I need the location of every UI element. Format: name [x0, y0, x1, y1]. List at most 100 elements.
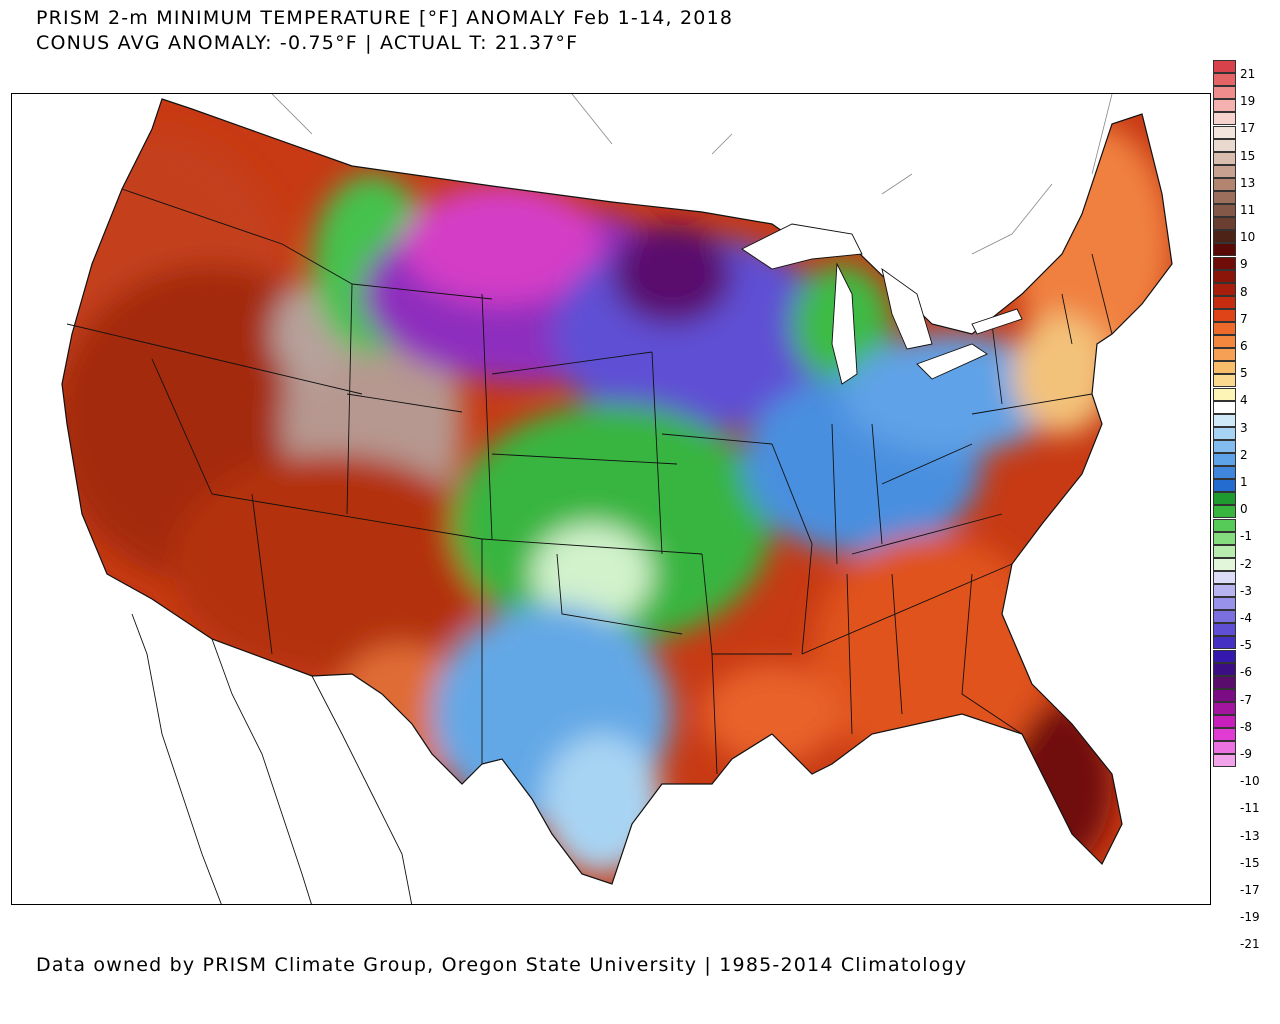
region-florida-strong-warm — [1012, 704, 1112, 864]
great-lakes — [741, 223, 1023, 385]
mexico-outline — [131, 613, 413, 904]
colorbar-swatch — [1213, 597, 1236, 611]
colorbar-swatch — [1213, 479, 1236, 493]
colorbar-swatch — [1213, 151, 1236, 165]
region-central-plains-cool — [452, 404, 772, 644]
colorbar: 21 19 17 15 13 11 10 9 8 7 6 5 4 3 2 1 0 -1 -2 -3 -4 -5 -6 -7 -8… — [1211, 60, 1271, 965]
region-southwest-warm — [172, 454, 492, 674]
colorbar-swatch — [1213, 557, 1236, 571]
colorbar-swatch — [1213, 322, 1236, 336]
colorbar-tick-label: 0 — [1240, 502, 1248, 517]
colorbar-swatch — [1213, 741, 1236, 755]
colorbar-swatch — [1213, 177, 1236, 191]
colorbar-swatch — [1213, 99, 1236, 113]
data-credit: Data owned by PRISM Climate Group, Orego… — [36, 954, 968, 976]
colorbar-tick-label: 10 — [1240, 230, 1256, 245]
colorbar-swatch — [1213, 701, 1236, 715]
colorbar-swatch — [1213, 754, 1236, 768]
colorbar-swatch — [1213, 256, 1236, 270]
colorbar-swatch — [1213, 544, 1236, 558]
colorbar-swatch — [1213, 112, 1236, 126]
colorbar-swatch — [1213, 387, 1236, 401]
colorbar-tick-label: -15 — [1240, 855, 1260, 870]
colorbar-tick-label: 2 — [1240, 447, 1248, 462]
colorbar-tick-label: 5 — [1240, 366, 1248, 381]
colorbar-swatch — [1213, 675, 1236, 689]
colorbar-tick-label: 7 — [1240, 311, 1248, 326]
colorbar-tick-label: 21 — [1240, 67, 1256, 81]
colorbar-swatch — [1213, 400, 1236, 414]
colorbar-swatch — [1213, 60, 1236, 74]
colorbar-swatch — [1213, 662, 1236, 676]
colorbar-swatch — [1213, 426, 1236, 440]
colorbar-swatch — [1213, 335, 1236, 349]
colorbar-tick-label: 9 — [1240, 257, 1248, 272]
colorbar-tick-label: -7 — [1240, 692, 1252, 707]
colorbar-swatch — [1213, 374, 1236, 388]
colorbar-tick-label: 6 — [1240, 339, 1248, 353]
colorbar-tick-label: -11 — [1240, 801, 1260, 816]
colorbar-tick-label: 11 — [1240, 203, 1256, 217]
colorbar-tick-label: 1 — [1240, 475, 1248, 489]
colorbar-swatch — [1213, 348, 1236, 362]
colorbar-swatch — [1213, 217, 1236, 231]
colorbar-swatch — [1213, 505, 1236, 519]
colorbar-swatch — [1213, 361, 1236, 375]
map-subtitle: CONUS AVG ANOMALY: -0.75°F | ACTUAL T: 2… — [36, 32, 579, 54]
colorbar-swatch — [1213, 623, 1236, 637]
colorbar-swatch — [1213, 125, 1236, 139]
colorbar-swatch — [1213, 243, 1236, 257]
colorbar-swatch — [1213, 531, 1236, 545]
colorbar-swatch — [1213, 570, 1236, 584]
colorbar-swatch — [1213, 518, 1236, 532]
colorbar-tick-label: 4 — [1240, 393, 1248, 408]
colorbar-swatch — [1213, 413, 1236, 427]
map-frame — [11, 93, 1211, 905]
colorbar-swatch — [1213, 138, 1236, 152]
colorbar-tick-label: -3 — [1240, 583, 1252, 598]
colorbar-swatch — [1213, 728, 1236, 742]
colorbar-tick-label: 8 — [1240, 284, 1248, 299]
colorbar-swatch — [1213, 610, 1236, 624]
colorbar-swatch — [1213, 439, 1236, 453]
canada-lakes — [271, 94, 1113, 255]
colorbar-tick-label: -21 — [1240, 937, 1260, 952]
colorbar-tick-label: -2 — [1240, 556, 1252, 571]
colorbar-swatch — [1213, 191, 1236, 205]
colorbar-swatch — [1213, 688, 1236, 702]
anomaly-field — [62, 99, 1172, 884]
colorbar-swatch — [1213, 204, 1236, 218]
colorbar-swatch — [1213, 715, 1236, 729]
colorbar-swatch — [1213, 584, 1236, 598]
colorbar-swatch — [1213, 282, 1236, 296]
colorbar-swatch — [1213, 649, 1236, 663]
anomaly-map — [61, 94, 1173, 904]
colorbar-swatch — [1213, 73, 1236, 87]
colorbar-tick-label: -9 — [1240, 747, 1252, 761]
colorbar-tick-label: 3 — [1240, 420, 1248, 435]
colorbar-swatch — [1213, 295, 1236, 309]
state-boundaries — [66, 188, 1113, 775]
colorbar-swatch — [1213, 164, 1236, 178]
colorbar-tick-label: -5 — [1240, 638, 1252, 653]
colorbar-swatch — [1213, 453, 1236, 467]
colorbar-swatch — [1213, 230, 1236, 244]
colorbar-tick-label: -19 — [1240, 910, 1260, 925]
colorbar-tick-label: -1 — [1240, 529, 1252, 544]
colorbar-tick-label: -13 — [1240, 828, 1260, 843]
colorbar-tick-label: -17 — [1240, 883, 1260, 897]
colorbar-tick-label: -6 — [1240, 665, 1252, 680]
colorbar-tick-label: 15 — [1240, 148, 1256, 163]
colorbar-swatch — [1213, 492, 1236, 506]
colorbar-swatch — [1213, 269, 1236, 283]
colorbar-tick-label: -8 — [1240, 719, 1252, 734]
region-southeast-warm — [812, 534, 1052, 774]
colorbar-swatch — [1213, 86, 1236, 100]
colorbar-tick-label: -4 — [1240, 611, 1252, 625]
colorbar-tick-label: 17 — [1240, 121, 1256, 136]
colorbar-swatch — [1213, 636, 1236, 650]
colorbar-swatch — [1213, 466, 1236, 480]
colorbar-tick-label: 13 — [1240, 175, 1256, 190]
colorbar-tick-label: -10 — [1240, 774, 1260, 789]
colorbar-swatch — [1213, 308, 1236, 322]
